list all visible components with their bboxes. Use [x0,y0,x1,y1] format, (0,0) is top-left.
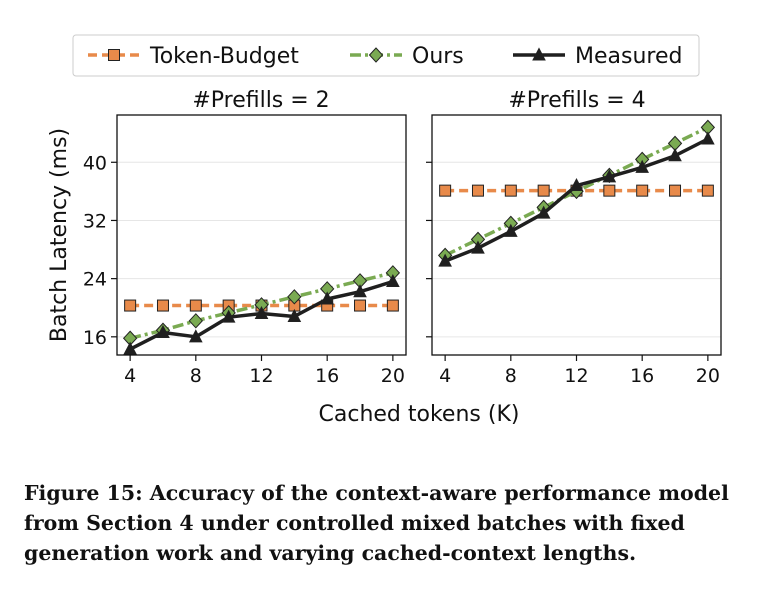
x-tick-label: 4 [439,365,451,387]
data-point [471,240,485,254]
x-tick-label: 4 [124,365,136,387]
legend: Token-Budget Ours Measured [72,34,700,77]
legend-entry: Ours [350,44,464,69]
data-point [287,308,302,322]
x-axis-label: Cached tokens (K) [319,402,520,427]
figure-caption: Figure 15: Accuracy of the context-aware… [24,481,729,565]
data-point [701,131,715,145]
data-point [320,291,335,305]
legend-marker [108,49,120,61]
data-point [386,273,400,288]
data-point [536,205,551,219]
panel-prefills-2: #Prefills = 2 4 8 12 16 20 16 24 32 40 [83,88,407,387]
x-tick-label: 20 [696,365,720,387]
data-point [636,184,649,197]
data-point [668,148,682,162]
legend-marker [368,47,384,63]
panel-title: #Prefills = 2 [192,88,329,113]
x-tick-label: 20 [381,365,405,387]
data-point [254,305,269,320]
legend-frame [72,34,700,77]
legend-entry: Token-Budget [88,44,299,69]
data-point [189,299,202,312]
data-point [471,184,484,197]
data-point [439,184,452,197]
data-point [635,159,650,173]
series-measured [123,273,400,355]
data-point [353,284,367,298]
legend-label: Measured [575,44,682,69]
data-point [123,341,137,355]
series-line [444,137,709,263]
legend-marker [532,47,546,61]
data-point [438,253,452,267]
y-tick-label: 16 [83,327,107,349]
panel-prefills-4: #Prefills = 4 4 8 12 16 20 [426,88,722,387]
data-point [156,299,169,312]
panel-title: #Prefills = 4 [508,88,645,113]
data-point [701,184,714,197]
data-point [188,329,203,343]
x-tick-label: 8 [190,365,202,387]
series-measured [438,131,715,267]
y-tick-label: 32 [83,210,107,232]
legend-entry: Measured [513,44,682,69]
y-tick-label: 24 [83,269,107,291]
data-point [504,184,517,197]
x-tick-label: 12 [249,365,273,387]
y-axis-label: Batch Latency (ms) [47,128,72,342]
x-tick-label: 12 [564,365,588,387]
x-tick-label: 16 [315,365,339,387]
data-point [569,177,584,192]
x-tick-label: 16 [630,365,654,387]
data-point [188,313,204,329]
data-point [156,324,170,338]
legend-label: Ours [412,44,464,69]
legend-label: Token-Budget [149,44,299,69]
data-point [221,309,236,323]
data-point [537,184,550,197]
data-point [354,299,367,312]
data-point [386,299,399,312]
data-point [602,169,617,183]
data-point [287,289,302,305]
data-point [124,299,137,312]
figure: Token-Budget Ours Measured #Prefills = 2 4… [47,34,722,427]
data-point [603,184,616,197]
data-point [669,184,682,197]
x-tick-label: 8 [505,365,517,387]
series-line [444,125,709,257]
y-tick-label: 40 [83,152,107,174]
data-point [503,223,518,237]
